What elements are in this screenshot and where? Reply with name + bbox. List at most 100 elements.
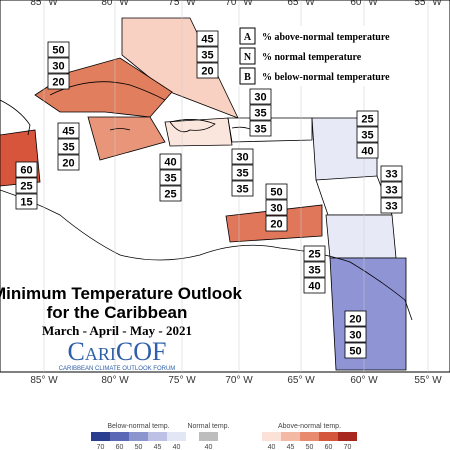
value-box xyxy=(196,62,219,79)
region-value: 30 xyxy=(236,152,248,164)
season: March - April - May - 2021 xyxy=(42,323,192,338)
longitude-labels: 85° W 85° W 80° W 80° W 75° W 75° W 70° W 70° W… xyxy=(30,0,442,386)
value-box xyxy=(15,177,38,194)
legend-box xyxy=(236,26,416,86)
region-value: 50 xyxy=(270,187,282,199)
value-box xyxy=(231,148,254,165)
legend-key: N xyxy=(244,52,252,63)
value-box xyxy=(249,88,272,105)
region-value: 45 xyxy=(201,34,213,46)
region-value: 35 xyxy=(236,184,248,196)
region-value: 40 xyxy=(308,281,320,293)
region-value: 25 xyxy=(308,249,320,261)
region-labels: 45 35 20 50 30 20 45 35 20 40 35 25 60 25 15 30 35 35 30 35… xyxy=(15,30,403,359)
colorbar-swatch xyxy=(199,432,218,441)
value-box xyxy=(47,41,70,58)
colorbar-tick: 45 xyxy=(154,444,162,450)
value-box xyxy=(57,138,80,155)
lon-bottom: 70° W xyxy=(225,375,253,386)
value-box xyxy=(196,30,219,47)
region-value: 35 xyxy=(308,265,320,277)
region-value: 35 xyxy=(164,173,176,185)
colorbar-swatch xyxy=(262,432,281,441)
logo: CariCOF xyxy=(68,337,167,366)
value-box xyxy=(159,169,182,186)
colorbar-tick: 70 xyxy=(97,444,105,450)
colorbar-tick: 60 xyxy=(325,444,333,450)
value-box xyxy=(249,104,272,121)
legend-key-box xyxy=(239,27,256,45)
region xyxy=(329,257,407,371)
coast xyxy=(0,99,413,321)
value-box xyxy=(303,245,326,262)
lon-top: 85° W xyxy=(30,0,58,8)
region-value: 35 xyxy=(62,142,74,154)
region-value: 40 xyxy=(164,157,176,169)
colorbar: Below-normal temp. 70 60 50 45 40 Normal temp.… xyxy=(91,423,357,450)
value-box xyxy=(231,164,254,181)
value-box xyxy=(380,165,403,182)
logo-tagline: CARIBBEAN CLIMATE OUTLOOK FORUM xyxy=(59,366,176,372)
region-value: 25 xyxy=(164,189,176,201)
colorbar-tick: 70 xyxy=(344,444,352,450)
colorbar-tick: 50 xyxy=(306,444,314,450)
value-box xyxy=(159,153,182,170)
legend-key: A xyxy=(244,32,252,43)
value-box xyxy=(265,215,288,232)
value-box xyxy=(356,142,379,159)
colorbar-tick: 40 xyxy=(268,444,276,450)
lon-bottom: 75° W xyxy=(168,375,196,386)
lon-top: 60° W xyxy=(350,0,378,8)
colorbar-tick: 45 xyxy=(287,444,295,450)
region-value: 35 xyxy=(201,50,213,62)
value-box xyxy=(15,161,38,178)
lon-top: 55° W xyxy=(414,0,442,8)
region xyxy=(121,17,239,119)
colorbar-tick: 60 xyxy=(116,444,124,450)
colorbar-swatch xyxy=(319,432,338,441)
colorbar-swatch xyxy=(167,432,186,441)
region xyxy=(87,116,166,161)
region-value: 50 xyxy=(52,45,64,57)
lon-bottom: 60° W xyxy=(350,375,378,386)
lon-top: 75° W xyxy=(168,0,196,8)
lon-top: 70° W xyxy=(225,0,253,8)
region-value: 35 xyxy=(254,124,266,136)
value-box xyxy=(265,199,288,216)
lon-top: 80° W xyxy=(101,0,129,8)
colorbar-swatch xyxy=(110,432,129,441)
colorbar-title: Below-normal temp. xyxy=(107,423,169,430)
puerto-rico xyxy=(231,126,251,130)
region-value: 20 xyxy=(52,77,64,89)
colorbar-tick: 50 xyxy=(135,444,143,450)
lon-bottom: 65° W xyxy=(287,375,315,386)
legend-text: % normal temperature xyxy=(262,52,362,63)
region-value: 50 xyxy=(349,346,361,358)
region-value: 30 xyxy=(349,330,361,342)
region-value: 40 xyxy=(361,146,373,158)
colorbar-tick: 40 xyxy=(205,444,213,450)
value-box xyxy=(249,120,272,137)
value-box xyxy=(265,183,288,200)
legend-key-box xyxy=(239,67,256,85)
coastlines xyxy=(0,81,413,321)
legend-items: A % above-normal temperature N % normal tem… xyxy=(239,27,390,85)
region-value: 25 xyxy=(20,181,32,193)
region-value: 30 xyxy=(52,61,64,73)
lon-bottom: 80° W xyxy=(101,375,129,386)
value-box xyxy=(47,73,70,90)
value-box xyxy=(231,180,254,197)
colorbar-tick: 40 xyxy=(173,444,181,450)
colorbar-swatch xyxy=(281,432,300,441)
region-value: 33 xyxy=(385,169,397,181)
region xyxy=(325,214,397,259)
legend xyxy=(236,26,416,86)
lon-bottom: 55° W xyxy=(414,375,442,386)
title: Minimum Temperature Outlook xyxy=(0,284,243,303)
lon-bottom: 85° W xyxy=(30,375,58,386)
region-value: 35 xyxy=(254,108,266,120)
colorbar-swatch xyxy=(300,432,319,441)
region-value: 20 xyxy=(62,158,74,170)
